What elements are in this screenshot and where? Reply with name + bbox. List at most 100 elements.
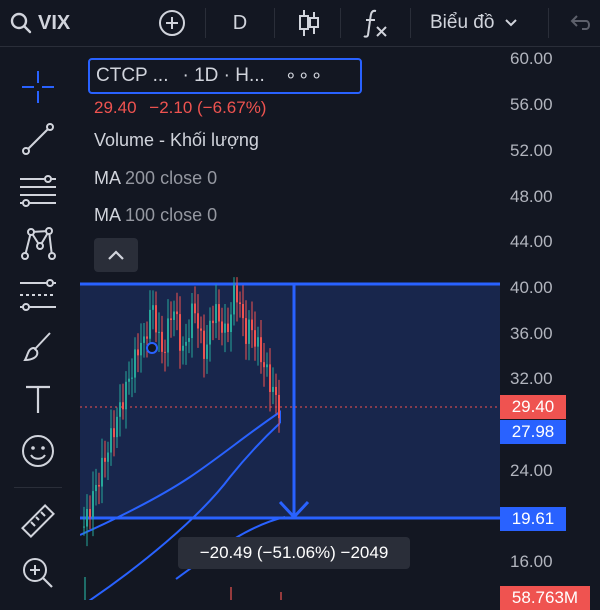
legend-symbol-title: CTCP ...: [96, 65, 169, 86]
candle-body: [95, 484, 97, 492]
candle-body: [143, 336, 145, 343]
candle-body: [245, 318, 247, 344]
candle-body: [272, 386, 274, 392]
price-tick: 24.00: [510, 461, 553, 480]
candle-body: [116, 416, 118, 438]
chevron-up-icon: [108, 250, 124, 260]
fib-lines-icon: [20, 175, 56, 207]
brush-icon: [23, 332, 51, 362]
candle-body: [155, 305, 157, 333]
candle-body: [248, 319, 250, 344]
candle-body: [131, 377, 133, 379]
candle-body: [254, 330, 256, 347]
candle-body: [266, 364, 268, 368]
candle-body: [200, 328, 202, 331]
collapse-legend-button[interactable]: [94, 238, 138, 272]
candle-body: [194, 303, 196, 314]
candle-body: [113, 428, 115, 438]
legend-ma200[interactable]: MA 200 close 0: [94, 168, 217, 189]
price-tick: 48.00: [510, 187, 553, 206]
candle-body: [86, 508, 88, 527]
symbol-search-button[interactable]: VIX: [10, 0, 70, 46]
emoji-icon: [22, 435, 54, 467]
candle-body: [98, 484, 100, 487]
price-tick: 32.00: [510, 369, 553, 388]
text-tool[interactable]: [16, 379, 60, 419]
candle-body: [140, 342, 142, 356]
candle-body: [227, 323, 229, 332]
chart-pane[interactable]: [80, 47, 500, 600]
candle-body: [179, 314, 181, 351]
crosshair-icon: [22, 71, 54, 103]
ma200-name: MA: [94, 168, 121, 188]
candle-body: [185, 341, 187, 346]
legend-volume[interactable]: Volume - Khối lượng: [94, 130, 259, 150]
candle-body: [128, 378, 130, 382]
measure-start-handle[interactable]: [146, 342, 158, 354]
zoom-in-tool[interactable]: [16, 553, 60, 593]
symbol-legend[interactable]: CTCP ... · 1D · H... ∘∘∘: [88, 58, 362, 94]
ma200-params: 200 close 0: [125, 168, 218, 188]
price-tick: 60.00: [510, 49, 553, 68]
candle-body: [263, 362, 265, 368]
candle-body: [233, 285, 235, 315]
toolbar-divider: [340, 8, 341, 38]
candle-body: [209, 320, 211, 345]
sidebar-divider: [14, 487, 62, 488]
chart-layout-dropdown[interactable]: Biểu đồ: [430, 0, 518, 46]
legend-more-icon[interactable]: ∘∘∘: [284, 65, 324, 87]
toolbar-divider: [548, 8, 549, 38]
crosshair-tool[interactable]: [16, 67, 60, 107]
fib-tool[interactable]: [16, 171, 60, 211]
candle-body: [167, 318, 169, 353]
candle-body: [182, 345, 184, 351]
candle-body: [191, 303, 193, 339]
candle-body: [122, 402, 124, 410]
function-icon: [363, 9, 387, 38]
chart-canvas[interactable]: [80, 47, 500, 600]
candle-body: [242, 303, 244, 319]
drawing-toolbar: [0, 47, 81, 600]
candle-body: [239, 302, 241, 304]
measure-result-label: −20.49 (−51.06%) −2049: [178, 537, 410, 569]
candle-body: [278, 394, 280, 419]
candle-body: [215, 304, 217, 324]
candle-body: [188, 338, 190, 342]
volume-bar: [84, 577, 86, 600]
ruler-icon: [21, 504, 55, 538]
plus-circle-icon: [159, 10, 185, 36]
candle-body: [260, 337, 262, 363]
add-symbol-button[interactable]: [156, 0, 188, 46]
candle-body: [107, 452, 109, 462]
volume-bar: [230, 587, 232, 600]
candle-body: [164, 351, 166, 353]
price-tick: 56.00: [510, 95, 553, 114]
candle-body: [146, 336, 148, 339]
trendline-icon: [22, 123, 54, 155]
measure-target-tag: 19.61: [500, 507, 566, 531]
toolbar-divider: [410, 8, 411, 38]
timeframe-button[interactable]: D: [232, 11, 248, 34]
ruler-tool[interactable]: [16, 501, 60, 541]
price-tick: 16.00: [510, 552, 553, 571]
legend-ma100[interactable]: MA 100 close 0: [94, 205, 217, 226]
chevron-down-icon: [505, 19, 518, 27]
zoom-in-icon: [23, 558, 53, 588]
measure-region: [80, 284, 500, 518]
pattern-tool[interactable]: [16, 223, 60, 263]
candle-body: [173, 311, 175, 320]
emoji-tool[interactable]: [16, 431, 60, 471]
toolbar-divider: [274, 8, 275, 38]
chart-style-button[interactable]: [296, 0, 322, 46]
prediction-tool[interactable]: [16, 275, 60, 315]
undo-button[interactable]: [566, 0, 594, 46]
brush-tool[interactable]: [16, 327, 60, 367]
candle-body: [224, 323, 226, 333]
candle-body: [221, 321, 223, 333]
ma100-params: 100 close 0: [125, 205, 218, 225]
candle-body: [89, 508, 91, 518]
price-axis[interactable]: 60.00 56.00 52.00 48.00 44.00 40.00 36.0…: [500, 47, 600, 610]
indicators-button[interactable]: [360, 0, 390, 46]
trendline-tool[interactable]: [16, 119, 60, 159]
candle-body: [119, 402, 121, 417]
